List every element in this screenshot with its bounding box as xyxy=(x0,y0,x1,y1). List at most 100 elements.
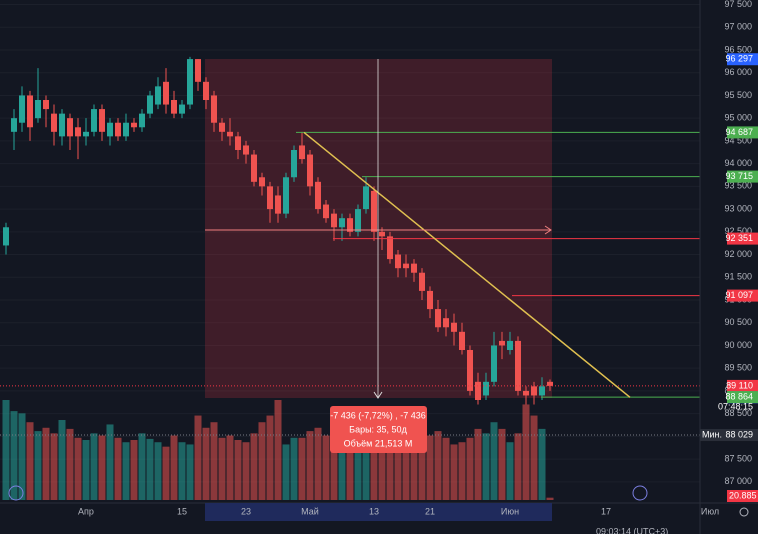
volume-badge xyxy=(727,490,758,502)
volume-bar xyxy=(258,422,266,500)
candle-body xyxy=(339,218,345,228)
volume-bar xyxy=(138,433,146,500)
candle-body xyxy=(523,390,529,396)
candle-body xyxy=(419,272,425,291)
candle-body xyxy=(11,118,17,132)
candle-body xyxy=(91,109,97,132)
candle-body xyxy=(363,186,369,210)
candle-body xyxy=(35,100,41,119)
y-tick-label: 92 000 xyxy=(724,249,752,259)
volume-bar xyxy=(378,444,386,500)
candle-body xyxy=(195,59,201,82)
candle-body xyxy=(43,100,49,110)
volume-bar xyxy=(330,437,338,500)
candle-body xyxy=(475,381,481,400)
price-badge xyxy=(727,391,758,404)
tooltip: -7 436 (-7,72%) , -7 436 Бары: 35, 50д О… xyxy=(330,406,427,453)
candle-body xyxy=(67,118,73,137)
volume-bar xyxy=(370,422,378,500)
y-tick-label: 90 000 xyxy=(724,340,752,350)
y-tick-label: 97 500 xyxy=(724,0,752,9)
tooltip-box xyxy=(330,406,427,453)
candle-body xyxy=(531,386,537,396)
volume-bar xyxy=(450,444,458,500)
volume-bar xyxy=(274,400,282,500)
candle-body xyxy=(299,145,305,160)
x-tick-label: Июл xyxy=(701,506,719,516)
candle-body xyxy=(459,331,465,350)
candle-body xyxy=(315,181,321,210)
candle-body xyxy=(483,381,489,396)
time-axis-labels: Апр 15 23 Май 13 21 Июн 17 Июл xyxy=(78,506,719,516)
volume-bar xyxy=(26,422,34,500)
volume-bar xyxy=(34,431,42,500)
price-badge xyxy=(727,126,758,139)
volume-bar xyxy=(58,420,66,500)
volume-badge-label: 20.885 K xyxy=(729,490,758,500)
badge-label: 89 110 xyxy=(726,380,753,390)
y-tick-label: 92 500 xyxy=(724,226,752,236)
settings-button[interactable] xyxy=(739,507,749,517)
arrow-head xyxy=(373,391,383,399)
volume-bar xyxy=(66,428,74,500)
candle-body xyxy=(547,381,553,386)
volume-bar xyxy=(338,448,346,500)
candle-body xyxy=(291,150,297,178)
price-badge xyxy=(727,232,758,245)
candle-body xyxy=(179,104,185,114)
x-tick-label: Апр xyxy=(78,506,94,516)
volume-bar xyxy=(354,433,362,500)
y-tick-label: 87 000 xyxy=(724,476,752,486)
candle-body xyxy=(411,263,417,273)
tooltip-line: Объём 21,513 M xyxy=(344,438,413,448)
candle-body xyxy=(243,145,249,155)
volume-bar xyxy=(314,427,322,500)
volume-bar xyxy=(418,433,426,500)
candle-body xyxy=(283,177,289,214)
volume-bar xyxy=(50,433,58,500)
badge-prefix: Мин. xyxy=(702,429,722,439)
price-badge xyxy=(727,53,758,66)
y-tick-label: 96 500 xyxy=(724,44,752,54)
volume-pane xyxy=(2,400,554,500)
candle-body xyxy=(539,386,545,396)
volume-bar xyxy=(194,415,202,500)
price-axis-labels: 97 500 97 000 96 500 96 000 95 500 95 000 94 5… xyxy=(700,0,758,502)
candle-body xyxy=(203,81,209,100)
volume-bar xyxy=(538,428,546,500)
scroll-button[interactable] xyxy=(632,485,648,501)
y-tick-label: 96 000 xyxy=(724,67,752,77)
volume-bar xyxy=(522,404,530,500)
volume-bar xyxy=(242,442,250,500)
volume-bar xyxy=(530,415,538,500)
volume-bar xyxy=(306,431,314,500)
volume-bar xyxy=(458,442,466,500)
candle-body xyxy=(379,231,385,237)
price-axis xyxy=(700,0,758,503)
candle-body xyxy=(371,190,377,232)
price-badge xyxy=(700,429,758,442)
trend-line xyxy=(303,131,631,398)
volume-bar xyxy=(130,440,138,500)
volume-bar xyxy=(114,437,122,500)
volume-bar xyxy=(170,435,178,500)
scroll-button[interactable] xyxy=(8,485,24,501)
candle-body xyxy=(187,59,193,105)
volume-bar xyxy=(386,428,394,500)
badge-label: 92 351 xyxy=(725,233,753,243)
volume-bar xyxy=(266,415,274,500)
volume-bar xyxy=(226,435,234,500)
badge-label: 96 297 xyxy=(725,54,753,64)
candle-body xyxy=(499,340,505,346)
volume-bar xyxy=(18,413,26,500)
volume-bar xyxy=(106,424,114,500)
volume-bar xyxy=(90,433,98,500)
volume-bar xyxy=(290,437,298,500)
volume-bar xyxy=(498,428,506,500)
volume-bar xyxy=(506,442,514,500)
candle-body xyxy=(331,213,337,228)
candle-body xyxy=(435,309,441,328)
x-tick-label: 23 xyxy=(241,506,251,516)
y-tick-label: 88 500 xyxy=(724,408,752,418)
